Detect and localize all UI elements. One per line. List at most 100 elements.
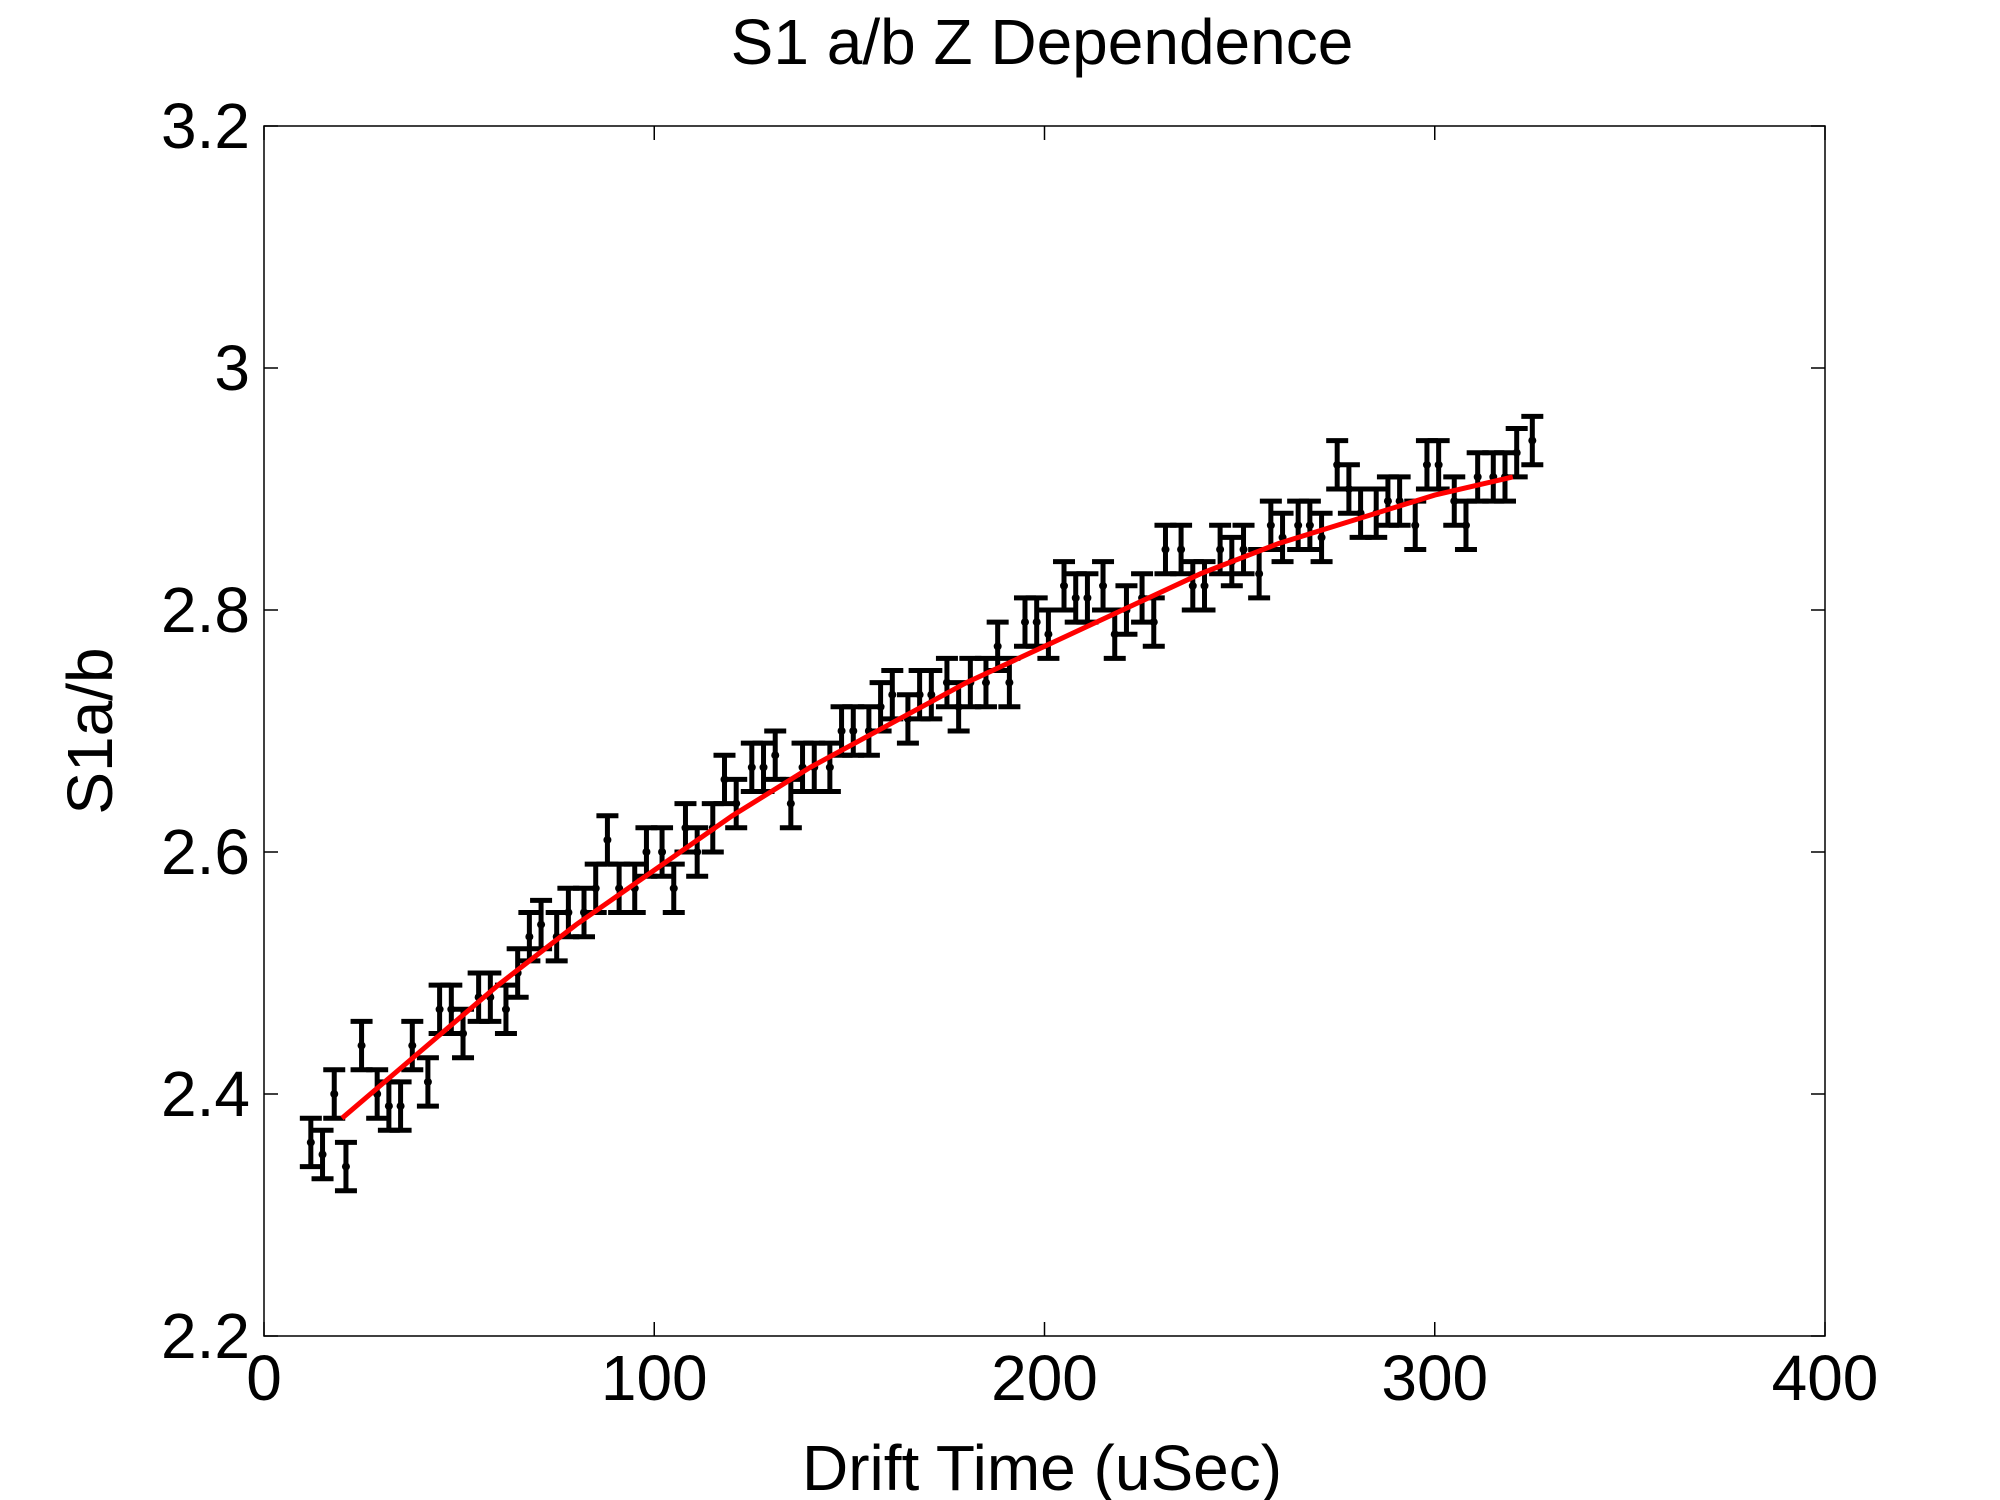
y-axis: 2.2 2.4 2.6 2.8 3 3.2 bbox=[161, 90, 1825, 1372]
point-marker bbox=[747, 763, 756, 772]
point-marker bbox=[849, 727, 858, 735]
point-marker bbox=[396, 1102, 405, 1111]
point-marker bbox=[1305, 521, 1314, 530]
point-marker bbox=[1005, 678, 1014, 687]
data-point bbox=[377, 1079, 400, 1133]
point-marker bbox=[993, 642, 1002, 651]
y-tick-label: 2.4 bbox=[161, 1058, 250, 1130]
point-marker bbox=[1294, 521, 1303, 530]
data-point bbox=[1013, 595, 1036, 649]
data-point bbox=[1170, 522, 1193, 577]
data-point bbox=[573, 885, 596, 940]
point-marker bbox=[1200, 581, 1209, 590]
data-point bbox=[1376, 474, 1399, 528]
chart-title: S1 a/b Z Dependence bbox=[731, 6, 1354, 78]
data-point bbox=[389, 1079, 412, 1133]
point-marker bbox=[318, 1150, 327, 1159]
x-axis: 0 100 200 300 400 bbox=[246, 126, 1878, 1414]
point-marker bbox=[837, 727, 846, 735]
x-axis-label: Drift Time (uSec) bbox=[802, 1432, 1282, 1500]
point-marker bbox=[825, 763, 834, 772]
point-marker bbox=[525, 932, 534, 941]
data-point bbox=[311, 1127, 334, 1182]
data-point bbox=[1388, 474, 1411, 528]
point-marker bbox=[786, 799, 795, 808]
fit-line-series bbox=[340, 474, 1514, 1121]
data-point bbox=[1076, 571, 1099, 625]
data-point bbox=[1466, 450, 1489, 504]
data-point bbox=[596, 813, 619, 867]
point-marker bbox=[501, 1005, 510, 1014]
x-tick-label: 200 bbox=[991, 1342, 1098, 1414]
point-marker bbox=[1083, 593, 1092, 602]
data-point bbox=[1092, 559, 1115, 613]
point-marker bbox=[459, 1029, 468, 1038]
y-axis-label: S1a/b bbox=[54, 647, 126, 814]
y-tick-label: 3.2 bbox=[161, 90, 250, 162]
point-marker bbox=[591, 884, 600, 893]
data-point bbox=[1443, 474, 1466, 528]
point-marker bbox=[603, 835, 612, 844]
data-point bbox=[662, 861, 685, 915]
point-marker bbox=[1188, 581, 1197, 590]
data-point bbox=[350, 1018, 373, 1073]
point-marker bbox=[384, 1102, 393, 1111]
point-marker bbox=[357, 1041, 366, 1050]
data-point bbox=[530, 897, 553, 952]
data-point bbox=[1064, 571, 1087, 625]
point-marker bbox=[306, 1138, 315, 1147]
data-point bbox=[713, 752, 736, 807]
point-marker bbox=[564, 908, 573, 917]
y-tick-label: 2.6 bbox=[161, 816, 250, 888]
point-marker bbox=[1411, 521, 1420, 530]
point-marker bbox=[1071, 593, 1080, 602]
point-marker bbox=[1528, 436, 1537, 445]
data-point bbox=[1521, 413, 1544, 468]
data-point bbox=[334, 1139, 357, 1194]
point-marker bbox=[1044, 630, 1053, 639]
data-point bbox=[920, 668, 943, 722]
point-marker bbox=[1317, 533, 1326, 542]
point-marker bbox=[1473, 472, 1482, 481]
point-marker bbox=[1060, 581, 1069, 590]
data-point bbox=[651, 825, 674, 879]
data-point bbox=[1326, 438, 1349, 492]
data-point bbox=[740, 740, 763, 794]
x-tick-label: 400 bbox=[1772, 1342, 1879, 1414]
data-point bbox=[623, 861, 646, 915]
data-point bbox=[1415, 438, 1438, 492]
data-point bbox=[1131, 571, 1154, 625]
point-marker bbox=[771, 751, 780, 760]
point-marker bbox=[423, 1077, 432, 1086]
point-marker bbox=[435, 1005, 444, 1014]
data-point bbox=[494, 982, 517, 1036]
data-point bbox=[1271, 510, 1294, 565]
point-marker bbox=[1177, 545, 1186, 554]
data-point bbox=[1232, 522, 1255, 577]
point-marker bbox=[693, 848, 702, 856]
point-marker bbox=[915, 690, 924, 699]
data-point bbox=[818, 740, 841, 794]
data-point bbox=[1181, 559, 1204, 613]
point-marker bbox=[1216, 545, 1225, 554]
data-point bbox=[401, 1018, 424, 1073]
x-tick-label: 100 bbox=[601, 1342, 708, 1414]
point-marker bbox=[341, 1162, 350, 1171]
data-point bbox=[725, 776, 748, 831]
errorbar-series bbox=[299, 413, 1544, 1194]
y-tick-label: 3 bbox=[214, 332, 250, 404]
point-marker bbox=[1149, 618, 1158, 627]
point-marker bbox=[1255, 569, 1264, 578]
point-marker bbox=[927, 690, 936, 699]
data-point bbox=[752, 740, 775, 794]
point-marker bbox=[408, 1041, 417, 1050]
point-marker bbox=[1239, 545, 1248, 554]
data-point bbox=[366, 1067, 389, 1121]
point-marker bbox=[876, 702, 885, 711]
data-point bbox=[1193, 559, 1216, 613]
plot-area-frame bbox=[263, 125, 1826, 1337]
point-marker bbox=[1161, 545, 1170, 554]
point-marker bbox=[1434, 460, 1443, 469]
point-marker bbox=[1266, 521, 1275, 530]
